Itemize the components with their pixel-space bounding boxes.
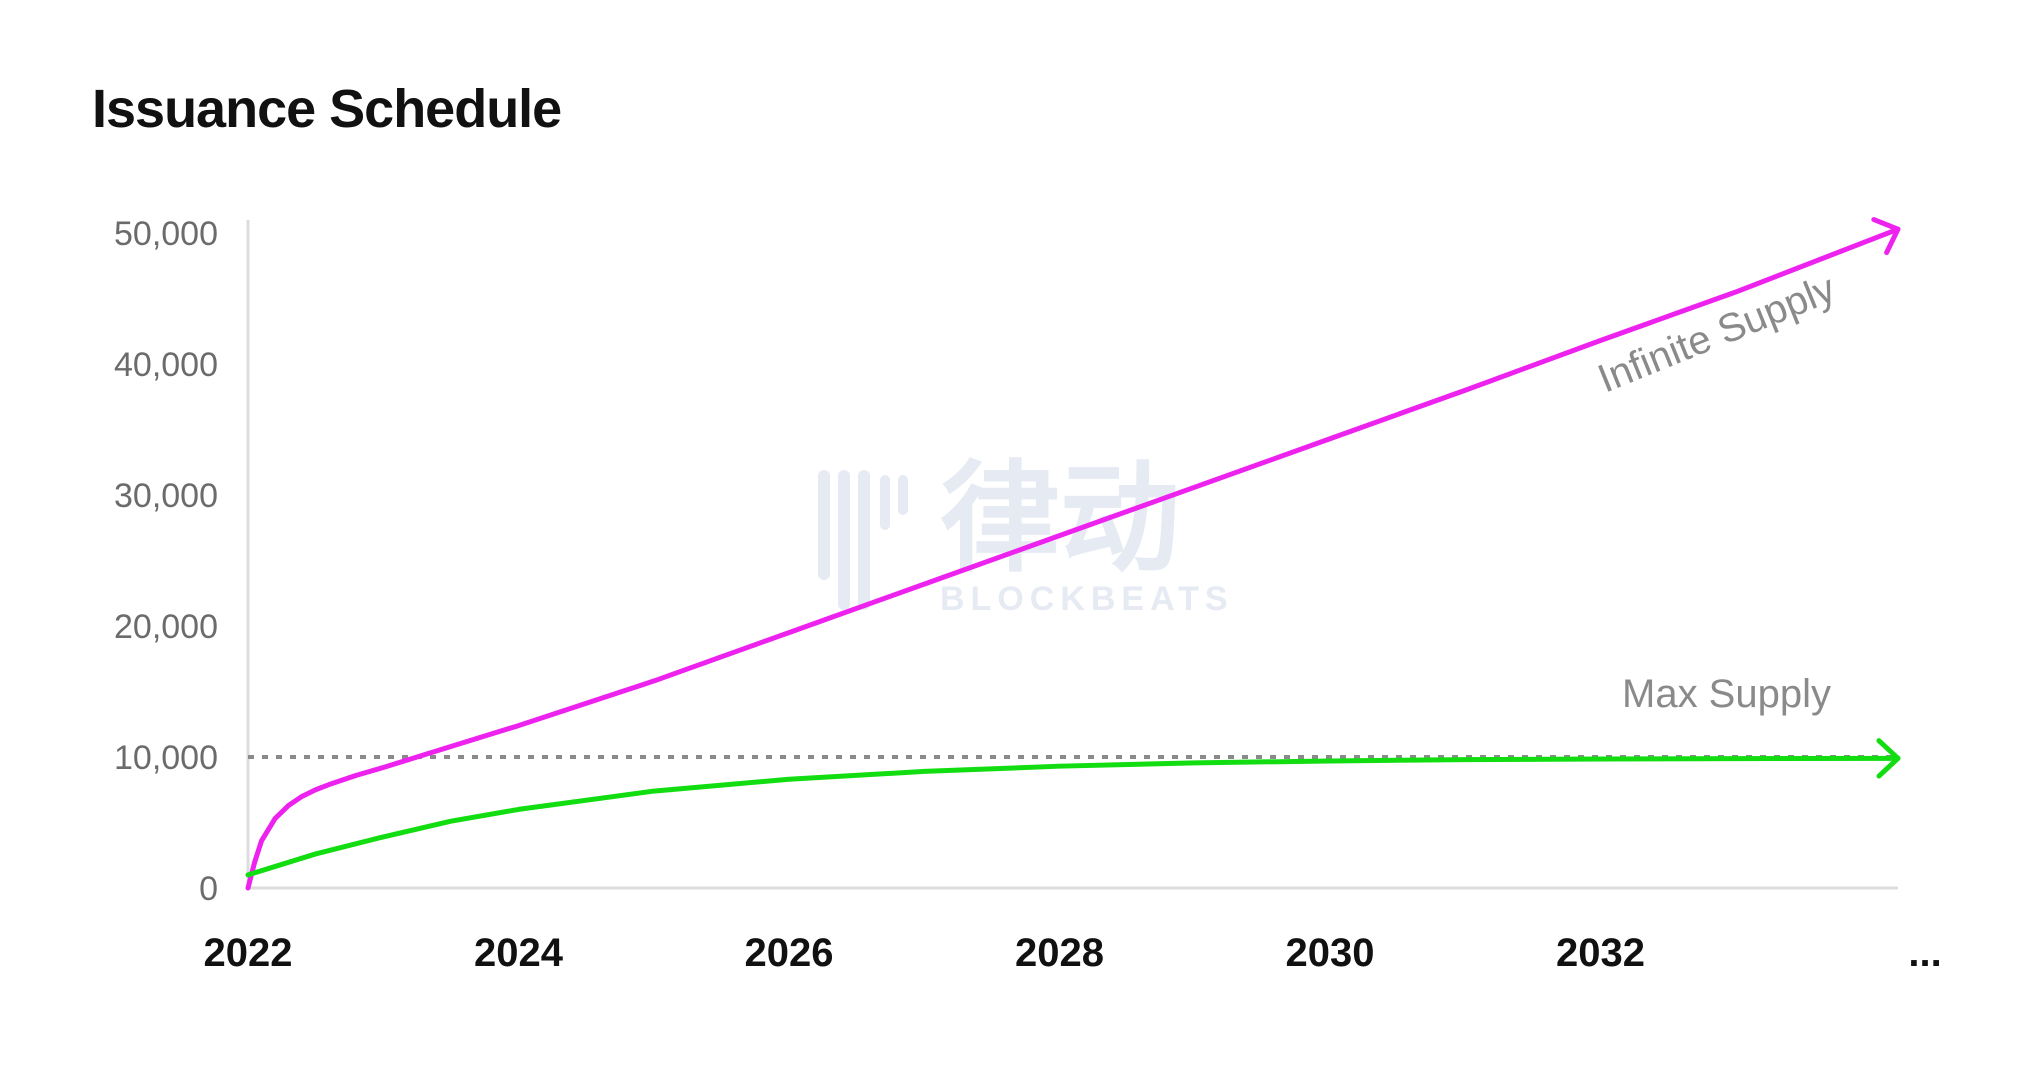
watermark: 律动 BLOCKBEATS (818, 450, 1234, 618)
series-lines (245, 217, 1901, 891)
y-tick-label: 20,000 (114, 608, 218, 646)
y-tick-label: 40,000 (114, 346, 218, 384)
y-tick-label: 30,000 (114, 477, 218, 515)
y-tick-label: 50,000 (114, 215, 218, 253)
series-label-infinite-supply: Infinite Supply (1592, 266, 1841, 401)
x-tick-labels: 2022 2024 2026 2028 2030 2032... (204, 931, 1942, 975)
series-arrowhead-max-supply (1876, 738, 1901, 779)
x-tick-label: 2022 (204, 931, 293, 975)
x-tick-label: 2024 (474, 931, 564, 975)
series-arrowhead-infinite-supply (1871, 217, 1901, 256)
series-line-max-supply (245, 755, 1901, 878)
y-tick-label: 0 (199, 870, 218, 908)
watermark-logo-icon (818, 470, 908, 610)
x-tick-label: 2028 (1015, 931, 1104, 975)
watermark-en: BLOCKBEATS (940, 580, 1234, 618)
x-tick-label: ... (1908, 931, 1941, 975)
series-line-infinite-supply (245, 226, 1901, 891)
y-tick-labels: 0 10,000 20,000 30,000 40,000 50,000 (114, 215, 218, 908)
y-tick-label: 10,000 (114, 739, 218, 777)
series-label-max-supply: Max Supply (1622, 672, 1831, 716)
x-tick-label: 2032 (1556, 931, 1645, 975)
chart-title: Issuance Schedule (92, 79, 562, 139)
x-tick-label: 2026 (744, 931, 833, 975)
x-tick-label: 2030 (1285, 931, 1374, 975)
